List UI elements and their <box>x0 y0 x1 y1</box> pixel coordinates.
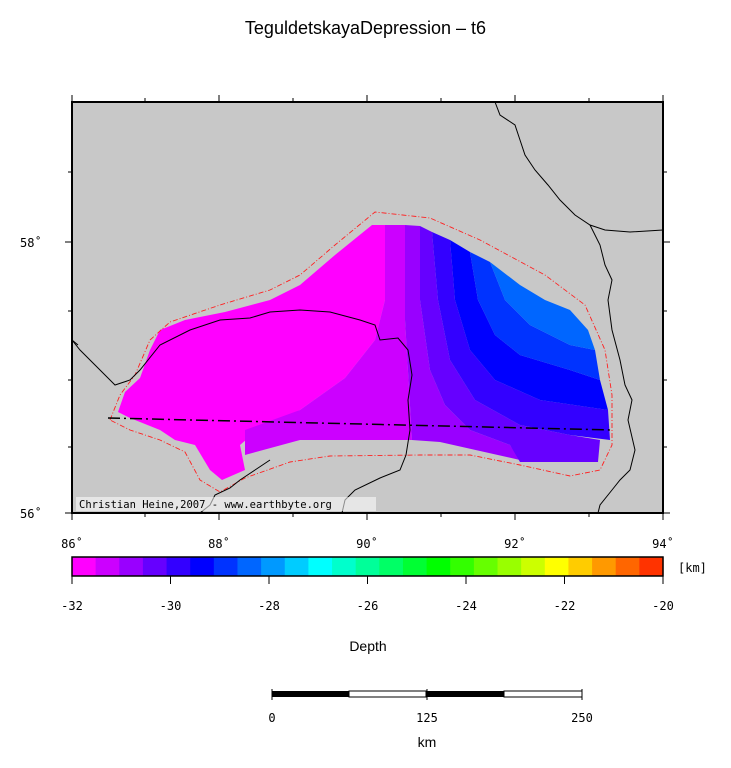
colorbar-cell <box>261 557 286 576</box>
lon-label-92: 92˚ <box>504 536 526 551</box>
map-content: Christian Heine,2007 - www.earthbyte.org <box>72 102 663 513</box>
colorbar-tick-3: -26 <box>357 599 379 613</box>
colorbar-tick-2: -28 <box>258 599 280 613</box>
scale-tick-250: 250 <box>571 711 593 725</box>
colorbar <box>72 557 664 576</box>
colorbar-cell <box>639 557 664 576</box>
colorbar-cell <box>142 557 168 576</box>
map-title: TeguldetskayaDepression – t6 <box>244 18 487 38</box>
colorbar-cell <box>308 557 333 576</box>
colorbar-label: Depth <box>349 638 386 654</box>
basin-outline <box>109 211 613 493</box>
colorbar-tick-4: -24 <box>455 599 477 613</box>
depth-zone-royal-blue <box>450 240 608 410</box>
depth-zone-deep-magenta <box>118 225 385 480</box>
lon-label-94: 94˚ <box>652 536 674 551</box>
east-border-2 <box>589 224 636 513</box>
depth-zone-light-blue <box>490 262 595 350</box>
colorbar-tick-1: -30 <box>160 599 182 613</box>
colorbar-cell <box>355 557 380 576</box>
scale-tick-0: 0 <box>268 711 275 725</box>
lat-label-56: 56˚ <box>20 506 42 521</box>
east-border <box>494 102 663 233</box>
depth-zone-indigo <box>420 226 600 462</box>
colorbar-tick-0: -32 <box>61 599 83 613</box>
scale-bar <box>271 689 583 700</box>
colorbar-cell <box>497 557 522 576</box>
colorbar-cell <box>119 557 144 576</box>
lon-label-90: 90˚ <box>356 536 378 551</box>
scale-label: km <box>418 734 437 750</box>
colorbar-tick-5: -22 <box>554 599 576 613</box>
colorbar-cell <box>213 557 239 576</box>
colorbar-cell <box>72 557 97 576</box>
depth-zone-purple <box>245 225 412 455</box>
colorbar-cell <box>473 557 499 576</box>
colorbar-cell <box>166 557 191 576</box>
colorbar-cell <box>95 557 120 576</box>
colorbar-ticks <box>71 576 664 584</box>
colorbar-cell <box>379 557 404 576</box>
frame-ticks <box>65 95 670 520</box>
colorbar-cell <box>332 557 357 576</box>
colorbar-cell <box>190 557 215 576</box>
colorbar-cell <box>592 557 617 576</box>
lon-label-88: 88˚ <box>208 536 230 551</box>
colorbar-cell <box>521 557 546 576</box>
colorbar-cell <box>284 557 309 576</box>
colorbar-cell <box>402 557 428 576</box>
lon-label-86: 86˚ <box>61 536 83 551</box>
depth-zone-blue <box>432 232 610 440</box>
lat-label-58: 58˚ <box>20 235 42 250</box>
colorbar-cell <box>450 557 475 576</box>
map-credit: Christian Heine,2007 - www.earthbyte.org <box>79 499 332 511</box>
profile-line <box>107 417 613 431</box>
colorbar-cell <box>615 557 640 576</box>
depth-zone-violet <box>405 225 520 460</box>
depth-zone-mid-blue <box>470 252 600 380</box>
colorbar-cell <box>544 557 570 576</box>
colorbar-cell <box>568 557 593 576</box>
colorbar-unit: [km] <box>678 561 707 575</box>
region-border <box>72 309 413 513</box>
colorbar-tick-6: -20 <box>652 599 674 613</box>
colorbar-cell <box>426 557 451 576</box>
credit-background <box>76 497 376 511</box>
scale-tick-125: 125 <box>416 711 438 725</box>
colorbar-cell <box>237 557 262 576</box>
